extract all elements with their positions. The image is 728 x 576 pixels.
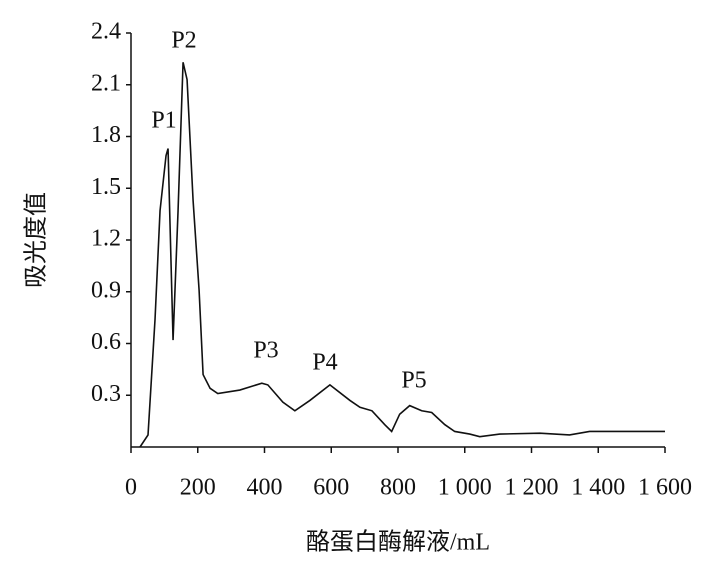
- peak-label: P1: [151, 108, 176, 134]
- x-axis-label: 酪蛋白酶解液/mL: [306, 529, 490, 556]
- x-tick-label: 800: [380, 475, 416, 501]
- peak-label: P2: [171, 28, 196, 54]
- x-tick-label: 0: [125, 475, 137, 501]
- y-tick-label: 1.5: [91, 174, 121, 200]
- y-tick-label: 1.8: [91, 122, 121, 148]
- x-tick-label: 1 600: [638, 475, 692, 501]
- x-tick-label: 1 000: [438, 475, 492, 501]
- y-tick-label: 2.4: [91, 19, 121, 45]
- x-tick-label: 1 400: [571, 475, 625, 501]
- peak-label: P5: [401, 368, 426, 394]
- y-tick-label: 2.1: [91, 70, 121, 96]
- x-tick-label: 1 200: [505, 475, 559, 501]
- y-tick-label: 0.3: [91, 381, 121, 407]
- data-line: [139, 62, 665, 448]
- x-tick-label: 200: [180, 475, 216, 501]
- y-tick-label: 0.9: [91, 277, 121, 303]
- y-tick-label: 1.2: [91, 226, 121, 252]
- x-tick-label: 600: [313, 475, 349, 501]
- x-tick-label: 400: [247, 475, 283, 501]
- peak-label: P3: [253, 338, 278, 364]
- y-axis-label: 吸光度值: [23, 192, 50, 288]
- peak-label: P4: [312, 350, 337, 376]
- y-tick-label: 0.6: [91, 329, 121, 355]
